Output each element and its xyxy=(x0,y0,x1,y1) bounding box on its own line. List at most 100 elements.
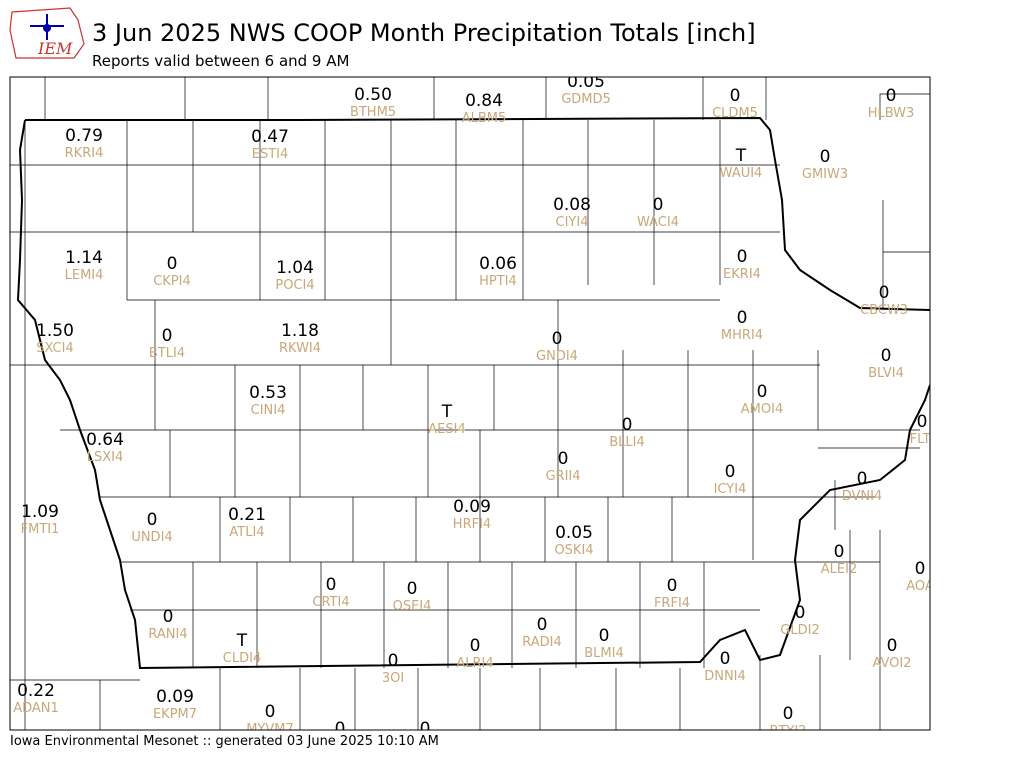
station-id: LSXI4 xyxy=(87,450,124,465)
station-value: 0 xyxy=(857,469,868,489)
county-lines xyxy=(10,77,930,730)
station-value: 0 xyxy=(795,603,806,623)
station-value: 1.09 xyxy=(21,502,59,522)
footer-text: Iowa Environmental Mesonet :: generated … xyxy=(10,734,439,749)
station-id: AMOI4 xyxy=(741,402,783,417)
station-value: 0.47 xyxy=(251,127,289,147)
station-id: FLTI xyxy=(910,432,935,447)
station-id: RKRI4 xyxy=(65,146,104,161)
station-id: EKPM7 xyxy=(153,707,197,722)
station-value: 0.79 xyxy=(65,126,103,146)
station-id: AESI4 xyxy=(428,422,465,437)
station-value: 0.22 xyxy=(17,681,55,701)
map-subtitle: Reports valid between 6 and 9 AM xyxy=(92,52,349,70)
station-value: 0.08 xyxy=(553,195,591,215)
station-value: 0 xyxy=(470,636,481,656)
station-id: WAUI4 xyxy=(720,166,763,181)
station-value: 0.05 xyxy=(555,523,593,543)
station-value: 0 xyxy=(887,636,898,656)
station-value: 0 xyxy=(886,86,897,106)
station-value: 0 xyxy=(388,651,399,671)
station-id: CKPI4 xyxy=(153,274,191,289)
station-value: 0 xyxy=(834,542,845,562)
station-id: CRTI4 xyxy=(312,595,349,610)
station-value: 1.14 xyxy=(65,248,103,268)
logo: IEM xyxy=(9,7,85,59)
station-id: HLBW3 xyxy=(868,106,915,121)
station-id: CBCW3 xyxy=(860,303,908,318)
station-value: T xyxy=(441,402,453,422)
station-id: CINI4 xyxy=(251,403,286,418)
station-id: AVOI2 xyxy=(872,656,911,671)
station-id: DVNI4 xyxy=(842,489,883,504)
station-value: 0 xyxy=(420,719,431,739)
station-id: ADAN1 xyxy=(13,701,59,716)
station-id: ICYI4 xyxy=(714,482,747,497)
station-value: 0 xyxy=(326,575,337,595)
station-value: 0 xyxy=(622,415,633,435)
station-id: MHRI4 xyxy=(721,328,763,343)
map-frame xyxy=(9,76,931,731)
station-id: ALRI4 xyxy=(456,656,493,671)
station-value: 0 xyxy=(653,195,664,215)
station-id: ATLI4 xyxy=(229,525,264,540)
station-id: SXCI4 xyxy=(36,341,73,356)
station-value: 0 xyxy=(552,329,563,349)
station-id: DNNI4 xyxy=(704,669,746,684)
station-value: 0.50 xyxy=(354,85,392,105)
station-value: 0.05 xyxy=(567,72,605,92)
station-value: 0 xyxy=(783,704,794,724)
station-id: WACI4 xyxy=(637,215,679,230)
station-value: 0 xyxy=(167,254,178,274)
station-id: UNDI4 xyxy=(131,530,172,545)
station-value: T xyxy=(735,146,747,166)
station-id: POCI4 xyxy=(275,278,314,293)
station-value: 0 xyxy=(881,346,892,366)
station-value: 0 xyxy=(163,607,174,627)
station-value: 0 xyxy=(147,510,158,530)
station-id: GRII4 xyxy=(545,469,580,484)
station-id: LEMI4 xyxy=(65,268,104,283)
station-id: BLMI4 xyxy=(584,646,623,661)
station-id: BLVI4 xyxy=(868,366,904,381)
station-value: 0 xyxy=(720,649,731,669)
station-value: 0 xyxy=(757,382,768,402)
station-id: CLDM5 xyxy=(712,106,758,121)
station-value: 0 xyxy=(537,615,548,635)
station-value: 0 xyxy=(667,576,678,596)
station-id: BTLI4 xyxy=(149,346,185,361)
station-id: FMTI1 xyxy=(21,522,60,537)
station-id: ALEI2 xyxy=(821,562,857,577)
station-value: 0 xyxy=(335,719,346,739)
station-id: 3OI xyxy=(382,671,404,686)
station-value: 0.09 xyxy=(453,497,491,517)
station-value: 0 xyxy=(737,308,748,328)
station-value: 1.50 xyxy=(36,321,74,341)
station-id: MYVM7 xyxy=(246,722,294,737)
station-value: 1.18 xyxy=(281,321,319,341)
station-value: 0.53 xyxy=(249,383,287,403)
station-value: 0 xyxy=(725,462,736,482)
station-value: 0 xyxy=(730,86,741,106)
station-value: 0 xyxy=(265,702,276,722)
station-id: FRFI4 xyxy=(654,596,690,611)
station-id: RADI4 xyxy=(522,635,562,650)
state-borders xyxy=(16,116,930,670)
station-id: AOA xyxy=(906,579,934,594)
station-value: 0 xyxy=(917,412,928,432)
station-id: OSEI4 xyxy=(393,599,432,614)
station-value: 0 xyxy=(820,147,831,167)
station-value: 1.04 xyxy=(276,258,314,278)
station-id: BTHM5 xyxy=(350,105,396,120)
station-id: ALBM5 xyxy=(462,111,507,126)
station-id: GLDI2 xyxy=(780,623,819,638)
station-id: OSKI4 xyxy=(554,543,593,558)
station-value: T xyxy=(236,631,248,651)
station-value: 0 xyxy=(599,626,610,646)
station-value: 0.21 xyxy=(228,505,266,525)
station-value: 0 xyxy=(737,247,748,267)
station-id: HPTI4 xyxy=(479,274,517,289)
station-value: 0 xyxy=(879,283,890,303)
